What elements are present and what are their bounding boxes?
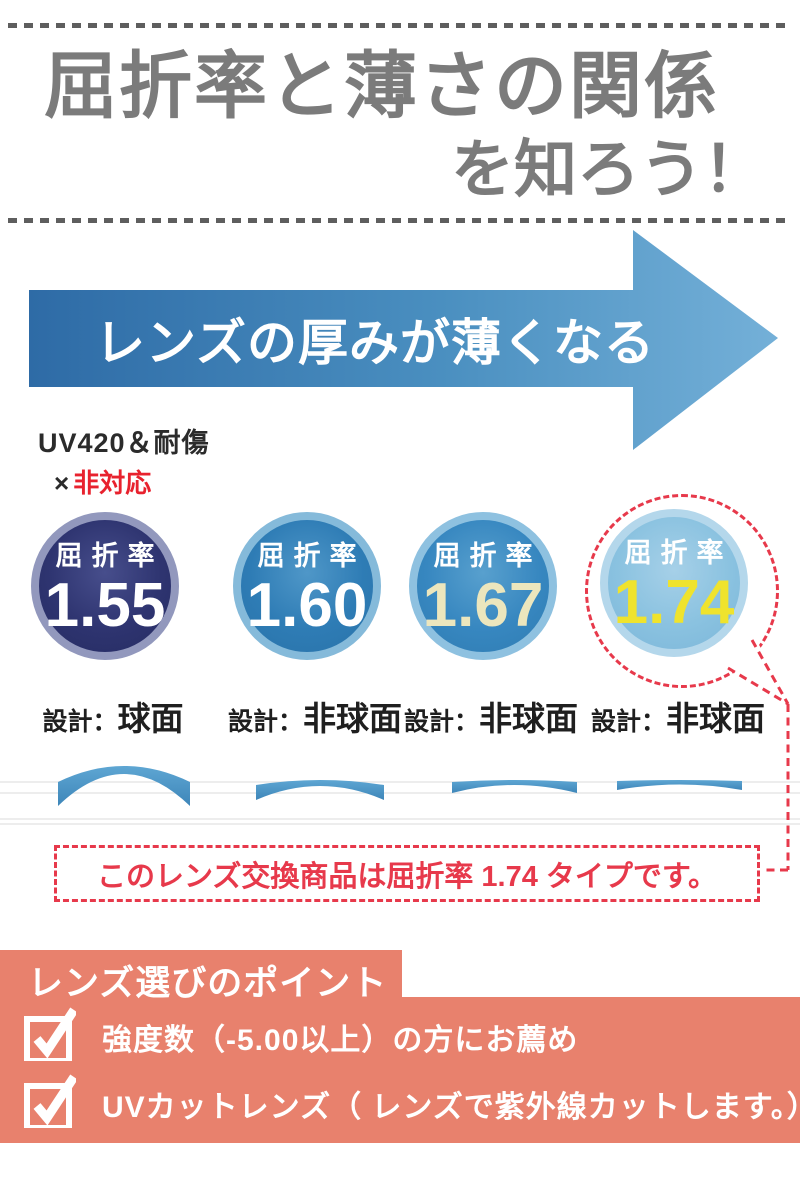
design-prefix: 設計： (590, 708, 666, 736)
index-circle-1-67: 屈折率 1.67 (409, 512, 557, 660)
index-circle-value: 1.67 (422, 570, 544, 640)
design-label-3: 設計： 非球面 (401, 692, 581, 740)
callout-box: このレンズ交換商品は屈折率 1.74 タイプです。 (54, 845, 760, 902)
design-value: 非球面 (303, 700, 402, 737)
uv-note: UV420＆耐傷 × 非対応 (38, 421, 210, 500)
point-item-2: UVカットレンズ（ レンズで紫外線カットします。） (24, 1072, 800, 1128)
point-item-text: 強度数（-5.00以上）の方にお薦め (102, 1024, 579, 1057)
page-subtitle: を知ろう！ (451, 135, 766, 205)
lens-shape-1-67 (452, 780, 577, 793)
design-label-2: 設計： 非球面 (225, 692, 405, 740)
uv-note-title: UV420＆耐傷 (38, 428, 210, 458)
uv-note-status: 非対応 (73, 468, 152, 498)
index-circle-label: 屈折率 (55, 540, 164, 571)
points-panel (0, 997, 800, 1143)
index-circle-value: 1.55 (44, 570, 166, 640)
point-item-1: 強度数（-5.00以上）の方にお薦め (24, 1005, 578, 1061)
thinness-arrow-icon (29, 230, 778, 450)
design-prefix: 設計： (227, 708, 303, 736)
index-circle-1-60: 屈折率 1.60 (233, 512, 381, 660)
cross-mark-icon: × (54, 468, 70, 498)
index-circle-value: 1.60 (246, 570, 368, 640)
index-circle-label: 屈折率 (257, 540, 366, 571)
lens-shape-1-55 (58, 766, 190, 806)
design-label-1: 設計： 球面 (33, 692, 193, 740)
points-heading: レンズ選びのポイント (28, 964, 388, 1003)
index-circle-label: 屈折率 (433, 540, 542, 571)
lens-shape-1-74 (617, 780, 742, 790)
design-label-4: 設計： 非球面 (588, 692, 768, 740)
lens-cross-sections (0, 766, 800, 825)
header-dotted-rule-bottom (8, 218, 792, 223)
arrow-caption: レンズの厚みが薄くなる (95, 314, 655, 371)
lens-shape-1-60 (256, 780, 384, 800)
highlight-dashed-ring (585, 494, 779, 688)
checkbox-check-icon (24, 1074, 76, 1128)
design-prefix: 設計： (403, 708, 479, 736)
design-value: 非球面 (479, 700, 578, 737)
header-dotted-rule-top (8, 23, 792, 28)
design-value: 非球面 (666, 700, 765, 737)
design-value: 球面 (117, 700, 184, 737)
points-heading-tab (0, 950, 402, 998)
uv-note-status-line: × 非対応 (54, 463, 210, 500)
page-title: 屈折率と薄さの関係 (44, 46, 719, 127)
callout-text: このレンズ交換商品は屈折率 1.74 タイプです。 (96, 860, 718, 893)
checkbox-check-icon (24, 1007, 76, 1061)
point-item-text: UVカットレンズ（ レンズで紫外線カットします。） (102, 1091, 800, 1124)
design-prefix: 設計： (42, 708, 118, 736)
index-circle-1-55: 屈折率 1.55 (31, 512, 179, 660)
